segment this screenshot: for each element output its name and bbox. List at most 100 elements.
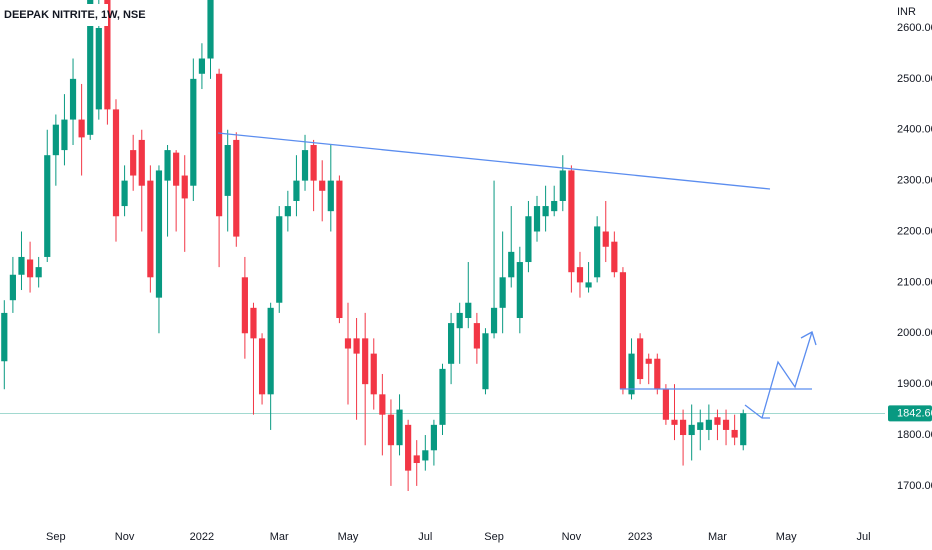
candle-body [327,180,334,212]
candle-body [104,0,111,110]
candle-body [413,455,420,464]
candle-body [181,175,188,199]
candle-body [740,413,747,446]
candle-body [594,226,601,278]
candle-body [319,180,326,191]
candle-body [190,78,197,186]
candle-body [293,180,300,201]
candle-body [508,251,515,278]
candle-body [602,231,609,247]
candle-body [121,180,128,207]
candle-body [628,353,635,395]
candle-body [344,338,352,349]
candle-body [430,424,438,451]
candle-body [688,424,695,436]
candle-body [224,145,231,196]
candle-body [26,259,34,278]
candle-body [233,139,240,237]
candle-body [18,256,25,275]
candle-body [35,267,42,278]
candle-body [533,206,541,232]
candle-body [87,0,94,135]
x-tick-label: 2023 [628,531,652,543]
title-background [0,4,108,26]
candle-body [9,274,16,301]
last-price-label: 1842.60 [897,407,932,419]
candle-body [379,394,386,415]
candle-body [697,422,704,430]
y-tick-label: 2200.00 [897,225,932,237]
candle-body [662,389,669,420]
candle-body [619,272,627,390]
candle-body [568,170,575,273]
candle-body [456,312,463,329]
candle-body [714,417,721,425]
candle-body [284,206,291,217]
candle-body [353,338,360,354]
candle-body [405,424,412,471]
candle-body [95,27,102,110]
candle-body [551,200,558,212]
candle-body [559,170,566,201]
candle-body [637,338,644,380]
candle-body [525,216,532,263]
candle-body [301,150,309,181]
candle-body [61,119,68,151]
plot-area [0,0,885,491]
candle-body [585,282,592,288]
candle-body [44,155,51,257]
candle-body [482,333,489,390]
candle-body [576,267,584,283]
candle-body [499,277,506,308]
candle-body [542,206,549,217]
candle-body [722,419,730,430]
x-tick-label: Jul [856,531,870,543]
candle-body [370,353,377,395]
candle-body [671,419,678,425]
candle-body [362,338,369,385]
trend-line [217,132,771,190]
y-tick-label: 2300.00 [897,175,932,187]
candle-body [258,338,266,395]
candle-body [1,312,8,362]
y-tick-label: 1900.00 [897,378,932,390]
currency-label: INR [897,6,916,18]
x-tick-label: Nov [115,531,135,543]
x-tick-label: Mar [270,531,289,543]
candle-body [147,180,154,278]
candle-body [267,307,274,395]
x-tick-label: Jul [418,531,432,543]
projection-line [744,404,770,419]
candle-body [387,414,395,446]
candle-body [112,109,120,217]
candle-body [731,429,738,438]
candle-body [679,419,687,436]
candle-body [207,0,214,59]
candle-body [310,145,317,181]
candle-body [155,170,163,298]
candle-body [645,358,652,364]
x-tick-label: Nov [562,531,582,543]
candle-body [490,307,498,334]
x-tick-label: Sep [46,531,66,543]
candle-body [173,152,180,186]
candle-body [654,358,661,390]
candle-body [336,180,343,319]
x-tick-label: May [338,531,359,543]
y-tick-label: 2600.00 [897,22,932,34]
candle-body [78,119,85,138]
x-tick-label: 2022 [190,531,214,543]
x-tick-label: Sep [484,531,504,543]
candle-body [198,58,206,74]
drawings [217,132,817,419]
chart-title: DEEPAK NITRITE, 1W, NSE [4,9,146,21]
candle-body [705,419,712,430]
y-tick-label: 2400.00 [897,124,932,136]
y-tick-label: 1700.00 [897,480,932,492]
y-tick-label: 2100.00 [897,276,932,288]
candle-body [216,73,223,217]
projection-line [761,331,813,419]
candle-body [447,323,455,364]
candle-body [439,368,446,425]
